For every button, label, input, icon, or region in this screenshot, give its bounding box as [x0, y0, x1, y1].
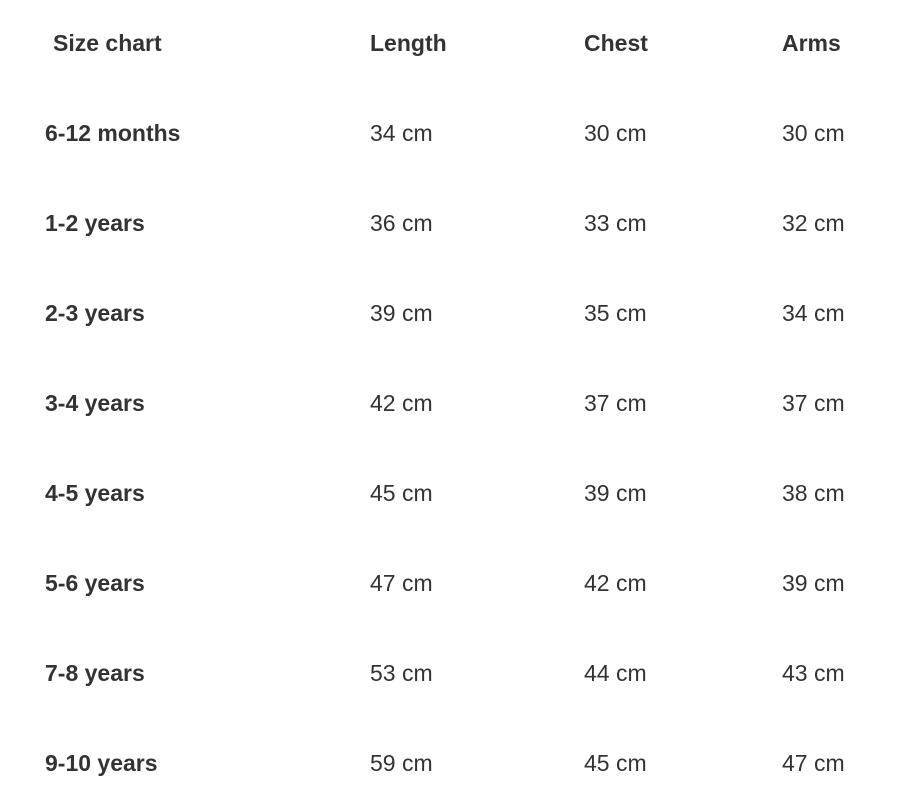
arms-cell: 47 cm — [782, 750, 845, 776]
table-row: 1-2 years 36 cm 33 cm 32 cm — [0, 178, 908, 268]
length-cell: 45 cm — [370, 480, 433, 506]
chest-cell: 33 cm — [584, 210, 647, 236]
arms-cell: 30 cm — [782, 120, 845, 146]
size-cell: 4-5 years — [45, 480, 145, 506]
arms-cell: 38 cm — [782, 480, 845, 506]
size-cell: 2-3 years — [45, 300, 145, 326]
size-cell: 6-12 months — [45, 120, 181, 146]
chest-cell: 35 cm — [584, 300, 647, 326]
table-row: 9-10 years 59 cm 45 cm 47 cm — [0, 718, 908, 808]
length-cell: 59 cm — [370, 750, 433, 776]
length-cell: 34 cm — [370, 120, 433, 146]
length-cell: 36 cm — [370, 210, 433, 236]
size-cell: 7-8 years — [45, 660, 145, 686]
size-cell: 5-6 years — [45, 570, 145, 596]
size-cell: 3-4 years — [45, 390, 145, 416]
header-length: Length — [370, 30, 447, 56]
chest-cell: 45 cm — [584, 750, 647, 776]
chest-cell: 42 cm — [584, 570, 647, 596]
arms-cell: 39 cm — [782, 570, 845, 596]
table-row: 6-12 months 34 cm 30 cm 30 cm — [0, 88, 908, 178]
header-arms: Arms — [782, 30, 841, 56]
size-cell: 1-2 years — [45, 210, 145, 236]
table-row: 4-5 years 45 cm 39 cm 38 cm — [0, 448, 908, 538]
length-cell: 39 cm — [370, 300, 433, 326]
table-row: 7-8 years 53 cm 44 cm 43 cm — [0, 628, 908, 718]
table-row: 3-4 years 42 cm 37 cm 37 cm — [0, 358, 908, 448]
arms-cell: 43 cm — [782, 660, 845, 686]
chest-cell: 30 cm — [584, 120, 647, 146]
length-cell: 53 cm — [370, 660, 433, 686]
length-cell: 47 cm — [370, 570, 433, 596]
size-cell: 9-10 years — [45, 750, 158, 776]
header-size-chart: Size chart — [53, 30, 162, 56]
table-row: 2-3 years 39 cm 35 cm 34 cm — [0, 268, 908, 358]
table-row: 5-6 years 47 cm 42 cm 39 cm — [0, 538, 908, 628]
chest-cell: 37 cm — [584, 390, 647, 416]
chest-cell: 39 cm — [584, 480, 647, 506]
arms-cell: 32 cm — [782, 210, 845, 236]
table-header-row: Size chart Length Chest Arms — [0, 0, 908, 88]
header-chest: Chest — [584, 30, 648, 56]
chest-cell: 44 cm — [584, 660, 647, 686]
length-cell: 42 cm — [370, 390, 433, 416]
arms-cell: 37 cm — [782, 390, 845, 416]
arms-cell: 34 cm — [782, 300, 845, 326]
